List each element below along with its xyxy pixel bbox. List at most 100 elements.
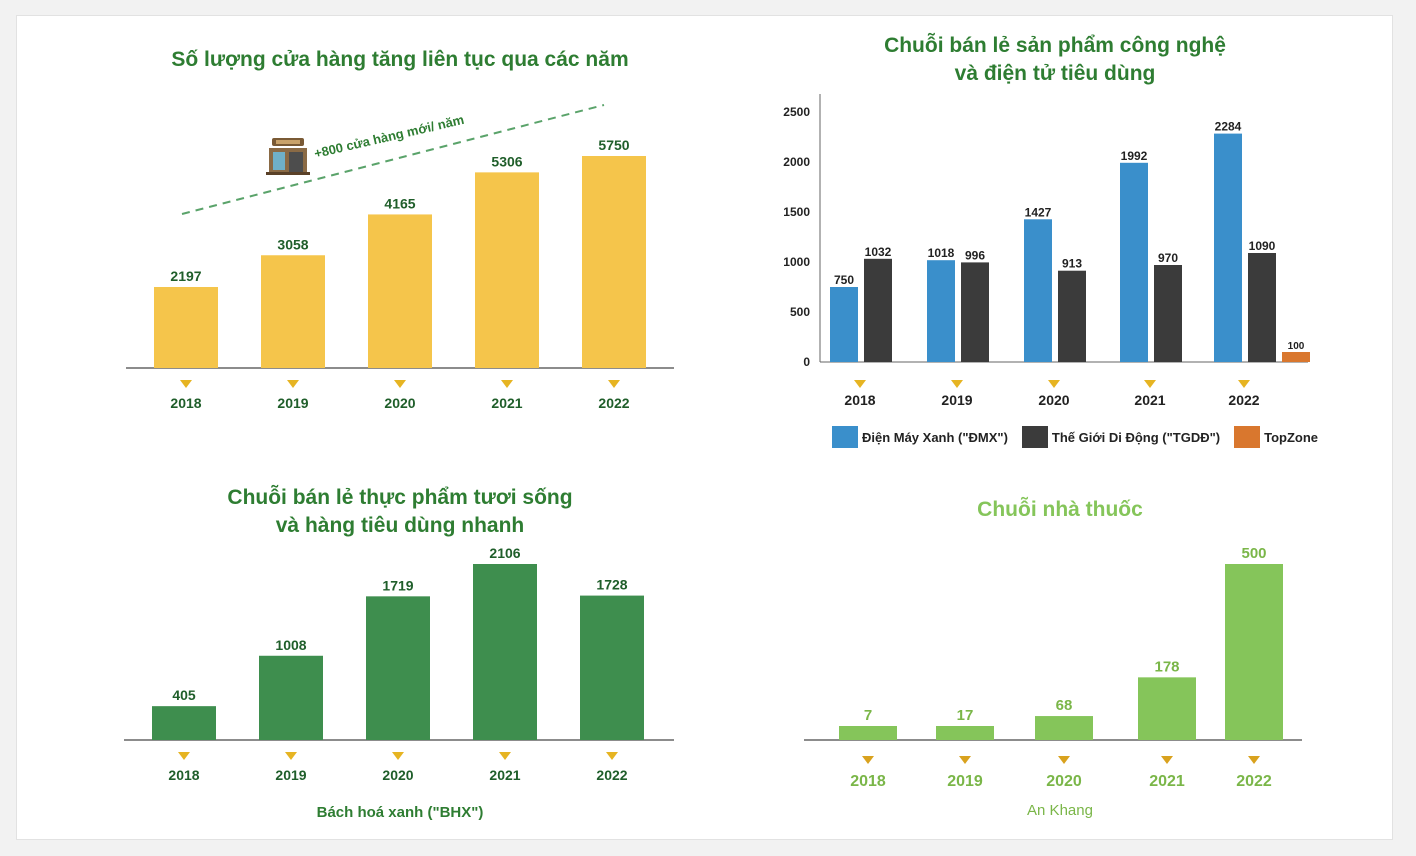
tech-year-label: 2019: [941, 392, 972, 408]
year-marker-icon: [392, 752, 404, 760]
stores-year-label: 2022: [598, 395, 629, 411]
tech-bar: [864, 258, 892, 362]
ak-value-label: 17: [957, 707, 974, 724]
tech-value-label: 750: [834, 273, 854, 287]
legend-swatch-tgdd: [1021, 426, 1048, 448]
tech-bar: [830, 287, 858, 362]
ak-year-label: 2021: [1149, 773, 1185, 790]
ak-value-label: 178: [1154, 658, 1179, 675]
bhx-chart-panel: Chuỗi bán lẻ thực phẩm tươi sống và hàng…: [120, 482, 680, 832]
tech-value-label: 100: [1288, 341, 1305, 352]
bhx-chart-title-line2: và hàng tiêu dùng nhanh: [275, 514, 525, 537]
legend-label-topzone: TopZone: [1264, 429, 1319, 445]
tech-y-tick-label: 0: [803, 355, 810, 369]
legend-swatch-dmx: [831, 426, 858, 448]
tech-year-label: 2021: [1134, 392, 1165, 408]
bhx-chart-title-line1: Chuỗi bán lẻ thực phẩm tươi sống: [227, 486, 573, 509]
year-marker-icon: [178, 752, 190, 760]
year-marker-icon: [180, 380, 192, 388]
bhx-bar: [259, 655, 323, 740]
tech-value-label: 1992: [1121, 149, 1148, 163]
year-marker-icon: [287, 380, 299, 388]
bhx-chart-title: Chuỗi bán lẻ thực phẩm tươi sống và hàng…: [120, 484, 680, 540]
tech-y-tick-label: 2500: [783, 105, 810, 119]
bhx-year-label: 2021: [489, 767, 520, 783]
ak-chart-title: Chuỗi nhà thuốc: [977, 498, 1143, 521]
ak-value-label: 7: [864, 707, 872, 724]
ak-chart-caption: An Khang: [1027, 802, 1093, 819]
bhx-bar: [473, 564, 537, 740]
tech-year-label: 2022: [1228, 392, 1259, 408]
year-marker-icon: [285, 752, 297, 760]
ak-year-label: 2019: [947, 773, 983, 790]
tech-bar: [1282, 352, 1310, 362]
bhx-value-label: 405: [172, 687, 196, 703]
tech-value-label: 1427: [1025, 205, 1052, 219]
legend-label-tgdd: Thế Giới Di Động ("TGDĐ"): [1051, 429, 1221, 445]
ak-bar: [936, 726, 994, 740]
bhx-bar: [580, 595, 644, 740]
ak-chart-panel: Chuỗi nhà thuốc 7 2018 17 2019 68 2020 178 2021…: [800, 490, 1320, 830]
stores-bar: [368, 214, 432, 368]
year-marker-icon: [1248, 756, 1260, 764]
trend-line: [181, 104, 605, 215]
stores-year-label: 2020: [384, 395, 415, 411]
tech-value-label: 913: [1062, 257, 1082, 271]
bhx-value-label: 2106: [489, 545, 520, 561]
year-marker-icon: [1238, 380, 1250, 388]
year-marker-icon: [394, 380, 406, 388]
tech-value-label: 1018: [928, 246, 955, 260]
ak-bar: [1225, 564, 1283, 740]
stores-bar: [475, 172, 539, 368]
stores-bar: [261, 255, 325, 368]
ak-value-label: 68: [1056, 697, 1073, 714]
tech-chart-svg: 0 500 1000 1500 2000 2500 750 1032 2018 1018 996 20…: [783, 94, 1310, 408]
year-marker-icon: [608, 380, 620, 388]
ak-year-label: 2022: [1236, 773, 1272, 790]
ak-value-label: 500: [1241, 545, 1266, 562]
tech-chart-panel: Chuỗi bán lẻ sản phẩm công nghệ và điện …: [760, 28, 1350, 458]
tech-year-label: 2018: [844, 392, 875, 408]
tech-bar: [961, 262, 989, 362]
year-marker-icon: [951, 380, 963, 388]
stores-bar: [582, 156, 646, 368]
tech-y-tick-label: 500: [790, 305, 810, 319]
stores-chart-panel: Số lượng cửa hàng tăng liên tục qua các …: [120, 40, 680, 430]
year-marker-icon: [1058, 756, 1070, 764]
ak-year-label: 2020: [1046, 773, 1082, 790]
year-marker-icon: [606, 752, 618, 760]
legend-item-dmx: Điện Máy Xanh ("ĐMX"): [831, 426, 1008, 448]
bhx-year-label: 2018: [168, 767, 199, 783]
tech-y-tick-label: 1000: [783, 255, 810, 269]
tech-y-tick-label: 1500: [783, 205, 810, 219]
stores-year-label: 2021: [491, 395, 522, 411]
tech-chart-title-line1: Chuỗi bán lẻ sản phẩm công nghệ: [884, 34, 1226, 57]
year-marker-icon: [1144, 380, 1156, 388]
tech-chart-title-line2: và điện tử tiêu dùng: [954, 62, 1156, 85]
tech-value-label: 2284: [1215, 120, 1242, 134]
bhx-value-label: 1008: [275, 637, 306, 653]
tech-bar: [1248, 253, 1276, 362]
ak-bar: [1138, 677, 1196, 740]
bhx-bar: [366, 596, 430, 740]
tech-chart-legend: Điện Máy Xanh ("ĐMX") Thế Giới Di Động (…: [800, 426, 1350, 448]
tech-value-label: 970: [1158, 251, 1178, 265]
tech-bar: [927, 260, 955, 362]
bhx-year-label: 2020: [382, 767, 413, 783]
tech-bar: [1058, 270, 1086, 362]
tech-bar: [1024, 219, 1052, 362]
year-marker-icon: [499, 752, 511, 760]
tech-y-tick-label: 2000: [783, 155, 810, 169]
tech-bar: [1154, 265, 1182, 362]
bhx-value-label: 1719: [382, 577, 413, 593]
year-marker-icon: [1161, 756, 1173, 764]
legend-item-tgdd: Thế Giới Di Động ("TGDĐ"): [1021, 426, 1221, 448]
stores-value-label: 5306: [491, 153, 522, 169]
stores-value-label: 2197: [170, 268, 201, 284]
tech-value-label: 1032: [865, 245, 892, 259]
year-marker-icon: [501, 380, 513, 388]
ak-bar: [1035, 716, 1093, 740]
tech-bar: [1120, 162, 1148, 362]
legend-label-dmx: Điện Máy Xanh ("ĐMX"): [861, 429, 1008, 445]
ak-bar: [839, 726, 897, 740]
